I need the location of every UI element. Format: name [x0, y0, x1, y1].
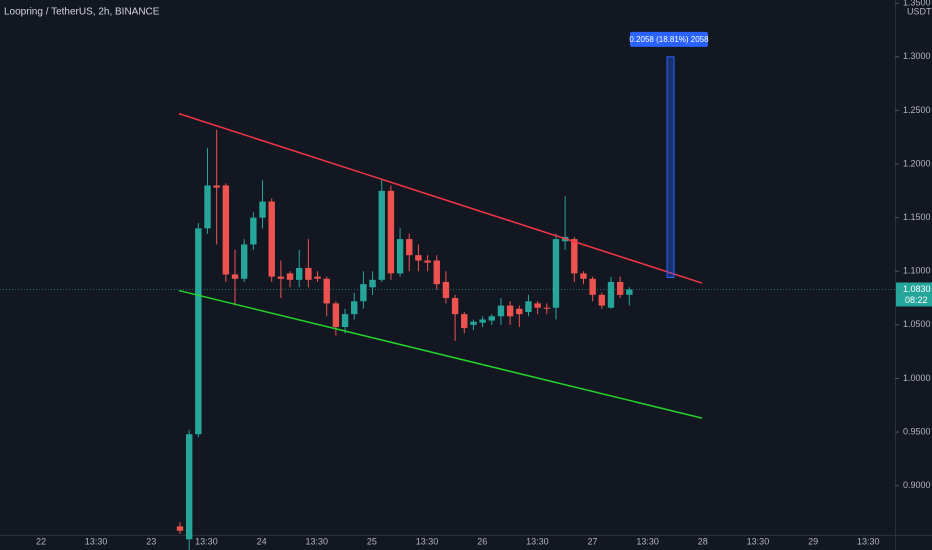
candle-body [470, 321, 477, 325]
candle-body [571, 239, 578, 274]
candle-body [589, 278, 596, 295]
measure-label: 0.2058 (18.81%) 2058 [629, 35, 709, 44]
candle-body [406, 239, 413, 256]
chart-title: Loopring / TetherUS, 2h, BINANCE [4, 7, 160, 18]
candle-body [268, 201, 275, 277]
candle-body [213, 185, 220, 188]
candle-body [341, 314, 349, 328]
last-price-box [896, 282, 932, 307]
candle-body [204, 185, 211, 229]
x-tick-label: 13:30 [85, 536, 108, 546]
currency-label: USDT [907, 6, 932, 16]
x-tick-label: 13:30 [416, 536, 439, 546]
x-tick-label: 26 [477, 536, 487, 546]
y-tick-label: 1.3500 [903, 0, 931, 8]
candle-body [598, 294, 606, 306]
y-tick-label: 1.0000 [903, 373, 931, 383]
x-tick-label: 27 [587, 536, 597, 546]
x-tick-label: 13:30 [857, 536, 880, 546]
candle-body [497, 305, 505, 317]
x-tick-label: 13:30 [195, 536, 218, 546]
y-tick-label: 0.9000 [903, 480, 931, 490]
candle-body [231, 274, 239, 279]
x-tick-label: 13:30 [305, 536, 328, 546]
candle-body [387, 190, 395, 274]
candle-body [360, 284, 367, 302]
x-tick-label: 22 [36, 536, 46, 546]
measure-box [666, 56, 675, 278]
candle-body [296, 268, 303, 280]
candle-body [323, 278, 330, 304]
x-tick-label: 13:30 [636, 536, 659, 546]
candle-body [396, 239, 404, 274]
candle-body [552, 239, 560, 308]
y-tick-label: 1.1000 [903, 266, 931, 276]
candle-body [580, 273, 587, 279]
trendline [178, 112, 703, 284]
trendline [178, 289, 703, 419]
x-tick-label: 13:30 [526, 536, 549, 546]
x-tick-label: 24 [257, 536, 267, 546]
candle-body [488, 316, 495, 321]
candle-body [461, 314, 468, 329]
candle-body [250, 217, 257, 245]
candle-body [506, 305, 514, 317]
last-price-label: 1.0830 [903, 284, 931, 294]
candle-body [442, 281, 450, 299]
candle-body [415, 255, 422, 261]
measure-label-bg [630, 31, 708, 47]
candle-body [351, 301, 358, 315]
candle-body [433, 260, 440, 285]
y-tick-label: 0.9500 [903, 426, 931, 436]
candle-body [616, 281, 624, 295]
candle-body [607, 281, 615, 308]
candle-body [479, 319, 486, 323]
candle-body [176, 526, 184, 531]
candle-body [516, 308, 523, 315]
x-tick-label: 29 [808, 536, 818, 546]
candle-body [195, 228, 202, 435]
x-tick-label: 23 [146, 536, 156, 546]
candle-body [286, 273, 294, 280]
y-tick-label: 1.2500 [903, 105, 931, 115]
candle-body [626, 289, 633, 295]
candle-body [277, 276, 285, 279]
y-tick-label: 1.1500 [903, 212, 931, 222]
y-tick-label: 1.3000 [903, 51, 931, 61]
candle-body [259, 201, 266, 218]
candle-body [451, 298, 459, 315]
candle-body [240, 244, 248, 279]
candle-body [185, 434, 193, 540]
y-tick-label: 1.2000 [903, 158, 931, 168]
candle-body [314, 276, 321, 279]
countdown: 08:22 [905, 295, 928, 305]
candle-body [378, 190, 385, 280]
candle-body [543, 307, 550, 309]
candle-body [525, 301, 532, 312]
candle-body [222, 185, 230, 275]
x-tick-label: 28 [698, 536, 708, 546]
candle-body [369, 279, 376, 288]
x-tick-label: 25 [367, 536, 377, 546]
y-tick-label: 1.0500 [903, 319, 931, 329]
candle-body [305, 268, 312, 280]
candle-body [332, 303, 340, 328]
candle-body [534, 303, 541, 308]
x-tick-label: 13:30 [747, 536, 770, 546]
candle-body [424, 260, 431, 263]
